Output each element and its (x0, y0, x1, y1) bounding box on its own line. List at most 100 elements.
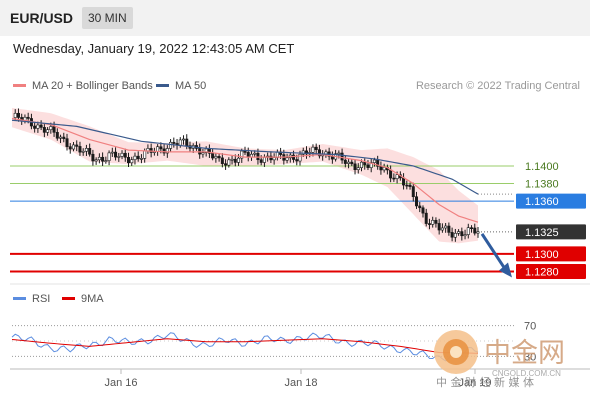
candle-body (457, 231, 461, 234)
credit-text: Research © 2022 Trading Central (415, 80, 580, 92)
candle-body (33, 125, 37, 129)
level-label-3: 1.1325 (525, 227, 559, 239)
candle-body (59, 136, 63, 139)
level-label-0: 1.1400 (525, 161, 559, 173)
ma20-swatch (13, 83, 26, 87)
candle-body (114, 151, 118, 158)
candle-body (233, 158, 237, 163)
candle-body (359, 161, 363, 168)
candle-body (382, 167, 386, 171)
candle-body (217, 156, 221, 159)
ma50-line (11, 119, 479, 195)
candle-body (295, 159, 299, 162)
candle-body (97, 156, 101, 161)
candle-body (107, 152, 111, 161)
level-tag-3 (516, 224, 586, 240)
level-tag-2 (516, 193, 586, 209)
candle-body (476, 231, 480, 234)
legend-rsi: RSI (13, 293, 50, 305)
candle-body (444, 225, 448, 229)
candle-body (347, 161, 351, 164)
candle-body (450, 232, 454, 238)
x-tick-label-2: Jan 19 (458, 377, 491, 389)
rsi-label: RSI (32, 293, 51, 305)
timeframe-button[interactable]: 30 MIN (82, 7, 133, 29)
candle-body (214, 156, 218, 159)
level-label-2: 1.1360 (525, 196, 559, 208)
candle-body (46, 129, 50, 133)
candle-body (418, 205, 422, 209)
candle-body (460, 231, 464, 237)
candle-body (224, 163, 228, 166)
candle-body (259, 159, 263, 163)
candle-body (437, 223, 441, 231)
candle-body (379, 166, 383, 171)
ma9-swatch (62, 296, 75, 300)
candle-body (421, 207, 425, 214)
candle-body (230, 158, 234, 161)
cngold-logo: 中金网 CNGOLD.COM.CN 中 金 财 经 新 媒 体 (434, 330, 565, 389)
candle-body (285, 157, 289, 161)
header-bar: EUR/USD 30 MIN (0, 0, 590, 36)
candle-body (340, 152, 344, 161)
bollinger-band (12, 107, 478, 244)
candle-body (402, 177, 406, 186)
ma20-label: MA 20 + Bollinger Bands (32, 80, 153, 92)
candle-body (71, 144, 75, 150)
candle-body (366, 164, 370, 168)
candle-body (269, 155, 273, 161)
candle-body (139, 158, 143, 160)
candle-body (372, 159, 376, 163)
projection-arrow-shaft (480, 233, 508, 272)
candle-body (39, 124, 43, 128)
candle-body (453, 232, 457, 238)
candle-body (253, 152, 257, 155)
candle-body (84, 148, 88, 152)
candle-body (49, 126, 53, 131)
candle-body (256, 152, 260, 161)
x-tick-label-1: Jan 18 (284, 377, 317, 389)
candle-body (110, 151, 114, 154)
watermark-url: CNGOLD.COM.CN (492, 369, 561, 378)
candle-body (408, 184, 412, 187)
candle-body (314, 146, 318, 150)
candle-body (292, 154, 296, 160)
candle-body (149, 148, 153, 153)
ma20-line (11, 117, 479, 223)
candle-body (427, 223, 431, 225)
candle-body (52, 126, 56, 133)
candle-body (127, 156, 131, 164)
candle-body (424, 212, 428, 224)
legend-9ma: 9MA (62, 293, 104, 305)
candle-body (363, 161, 367, 166)
watermark-subtitle: 中 金 财 经 新 媒 体 (436, 375, 534, 389)
candle-body (440, 227, 444, 231)
candle-body (88, 148, 92, 155)
candle-body (237, 157, 241, 163)
candle-body (198, 148, 202, 155)
rsi-level-30: 30 (524, 351, 536, 363)
candle-body (431, 219, 435, 225)
candle-body (369, 162, 373, 168)
candle-body (101, 156, 105, 162)
candle-body (130, 159, 134, 164)
candle-body (120, 152, 124, 157)
candle-body (172, 141, 176, 144)
candle-body (473, 227, 477, 234)
candle-body (463, 234, 467, 237)
projection-arrow-head (499, 262, 512, 278)
rsi-level-70: 70 (524, 321, 536, 333)
candle-body (392, 177, 396, 180)
candle-body (466, 227, 470, 235)
candle-body (411, 186, 415, 198)
candle-body (350, 161, 354, 165)
candle-body (104, 160, 108, 162)
candle-body (162, 148, 166, 154)
candle-body (26, 116, 30, 119)
candle-body (78, 146, 82, 153)
candle-body (298, 153, 302, 162)
candle-body (434, 219, 438, 224)
candle-body (343, 159, 347, 164)
candle-body (94, 159, 98, 162)
